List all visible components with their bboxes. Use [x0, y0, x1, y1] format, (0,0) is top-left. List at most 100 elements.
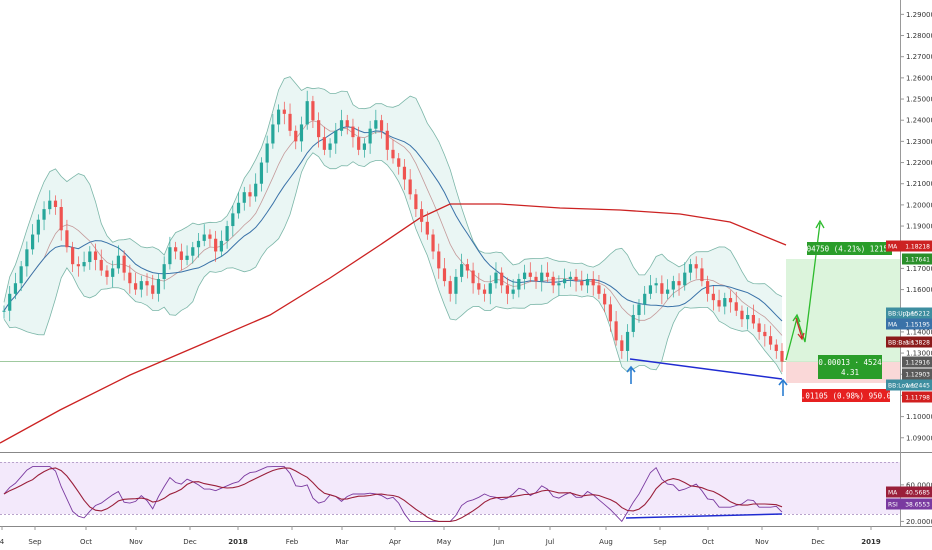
candle-body[interactable]	[42, 209, 46, 220]
candle-body[interactable]	[402, 166, 407, 180]
candle-body[interactable]	[202, 234, 206, 241]
candle-body[interactable]	[196, 240, 201, 248]
candle-body[interactable]	[357, 137, 361, 150]
candle-body[interactable]	[442, 268, 447, 282]
candle-body[interactable]	[757, 323, 761, 332]
candle-body[interactable]	[500, 272, 504, 286]
candle-body[interactable]	[265, 143, 269, 163]
candle-body[interactable]	[568, 276, 572, 279]
candle-body[interactable]	[631, 314, 635, 332]
candle-body[interactable]	[746, 314, 750, 320]
candle-body[interactable]	[259, 162, 264, 184]
candles[interactable]	[2, 90, 784, 372]
candle-body[interactable]	[614, 321, 618, 341]
candle-body[interactable]	[563, 278, 567, 284]
candle-body[interactable]	[494, 272, 498, 284]
candle-body[interactable]	[391, 149, 395, 159]
stop-label[interactable]: 0.01105 (0.98%) 950.01	[796, 389, 896, 402]
candle-body[interactable]	[545, 272, 550, 277]
candle-body[interactable]	[13, 283, 18, 294]
candle-body[interactable]	[683, 272, 687, 286]
candle-body[interactable]	[517, 278, 521, 290]
candle-body[interactable]	[111, 268, 115, 277]
candle-body[interactable]	[397, 158, 401, 167]
candle-body[interactable]	[208, 234, 212, 239]
candle-body[interactable]	[728, 298, 733, 303]
candle-body[interactable]	[19, 266, 23, 284]
candle-body[interactable]	[219, 240, 223, 252]
candle-body[interactable]	[597, 285, 601, 294]
candle-body[interactable]	[25, 249, 29, 267]
candle-body[interactable]	[734, 302, 738, 311]
candle-body[interactable]	[271, 124, 275, 144]
candle-body[interactable]	[116, 255, 121, 269]
position-target-zone[interactable]	[786, 259, 900, 362]
candle-body[interactable]	[740, 310, 744, 320]
candle-body[interactable]	[242, 192, 246, 203]
candle-body[interactable]	[408, 179, 412, 195]
candle-body[interactable]	[671, 281, 675, 290]
candle-body[interactable]	[288, 113, 292, 131]
candle-body[interactable]	[214, 238, 218, 252]
candle-body[interactable]	[528, 272, 532, 277]
candle-body[interactable]	[437, 251, 441, 269]
candle-body[interactable]	[711, 293, 715, 301]
candle-body[interactable]	[420, 209, 424, 222]
candle-body[interactable]	[763, 331, 767, 337]
candle-body[interactable]	[477, 283, 481, 290]
candle-body[interactable]	[311, 101, 315, 121]
candle-body[interactable]	[93, 251, 98, 260]
candle-body[interactable]	[322, 137, 326, 150]
candle-body[interactable]	[88, 251, 92, 263]
candle-body[interactable]	[254, 183, 258, 197]
candle-body[interactable]	[643, 293, 647, 305]
candle-body[interactable]	[677, 281, 681, 286]
candle-body[interactable]	[2, 310, 6, 312]
candle-body[interactable]	[305, 101, 309, 125]
candle-body[interactable]	[780, 350, 784, 362]
candle-body[interactable]	[665, 289, 670, 294]
candle-body[interactable]	[334, 130, 338, 144]
candle-body[interactable]	[31, 234, 35, 250]
candle-body[interactable]	[8, 293, 12, 311]
candle-body[interactable]	[351, 126, 355, 138]
candle-body[interactable]	[282, 109, 286, 114]
candle-body[interactable]	[774, 344, 778, 351]
candle-body[interactable]	[488, 283, 492, 294]
candle-body[interactable]	[76, 264, 80, 267]
candle-body[interactable]	[522, 272, 527, 279]
candle-body[interactable]	[465, 264, 469, 271]
candle-body[interactable]	[574, 276, 578, 282]
candle-body[interactable]	[362, 143, 366, 150]
rsi-divergence-line[interactable]	[625, 513, 783, 519]
candle-body[interactable]	[48, 200, 52, 210]
candle-body[interactable]	[723, 298, 727, 307]
candle-body[interactable]	[625, 331, 630, 351]
candle-body[interactable]	[551, 276, 555, 286]
candle-body[interactable]	[557, 283, 561, 286]
candle-body[interactable]	[482, 289, 487, 294]
candle-body[interactable]	[460, 264, 464, 277]
candle-body[interactable]	[454, 276, 458, 294]
candle-body[interactable]	[317, 120, 321, 138]
candle-body[interactable]	[694, 264, 698, 269]
candle-body[interactable]	[688, 264, 693, 273]
candle-body[interactable]	[65, 230, 69, 248]
candle-body[interactable]	[379, 120, 384, 131]
candle-body[interactable]	[603, 293, 607, 305]
candle-body[interactable]	[648, 285, 653, 294]
position-center-label[interactable]: 0.00013 · 4524 4.31	[818, 355, 882, 379]
candle-body[interactable]	[637, 304, 641, 315]
candle-body[interactable]	[706, 281, 710, 294]
candle-body[interactable]	[294, 130, 298, 142]
candle-body[interactable]	[345, 120, 349, 127]
candle-body[interactable]	[156, 278, 161, 294]
candle-body[interactable]	[654, 283, 658, 286]
candle-body[interactable]	[276, 109, 281, 125]
candle-body[interactable]	[122, 255, 126, 273]
candle-body[interactable]	[339, 120, 344, 131]
candle-body[interactable]	[248, 192, 252, 197]
candle-body[interactable]	[145, 281, 149, 286]
candle-body[interactable]	[505, 285, 510, 294]
time-axis[interactable]: 4 Sep Oct Nov Dec 2018 Feb Mar Apr May Jun Jul Aug Se…	[0, 526, 881, 546]
